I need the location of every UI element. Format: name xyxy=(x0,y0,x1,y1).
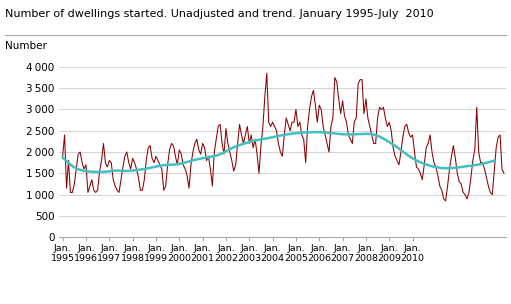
Text: Number: Number xyxy=(5,41,47,51)
Text: Number of dwellings started. Unadjusted and trend. January 1995-July  2010: Number of dwellings started. Unadjusted … xyxy=(5,9,434,19)
